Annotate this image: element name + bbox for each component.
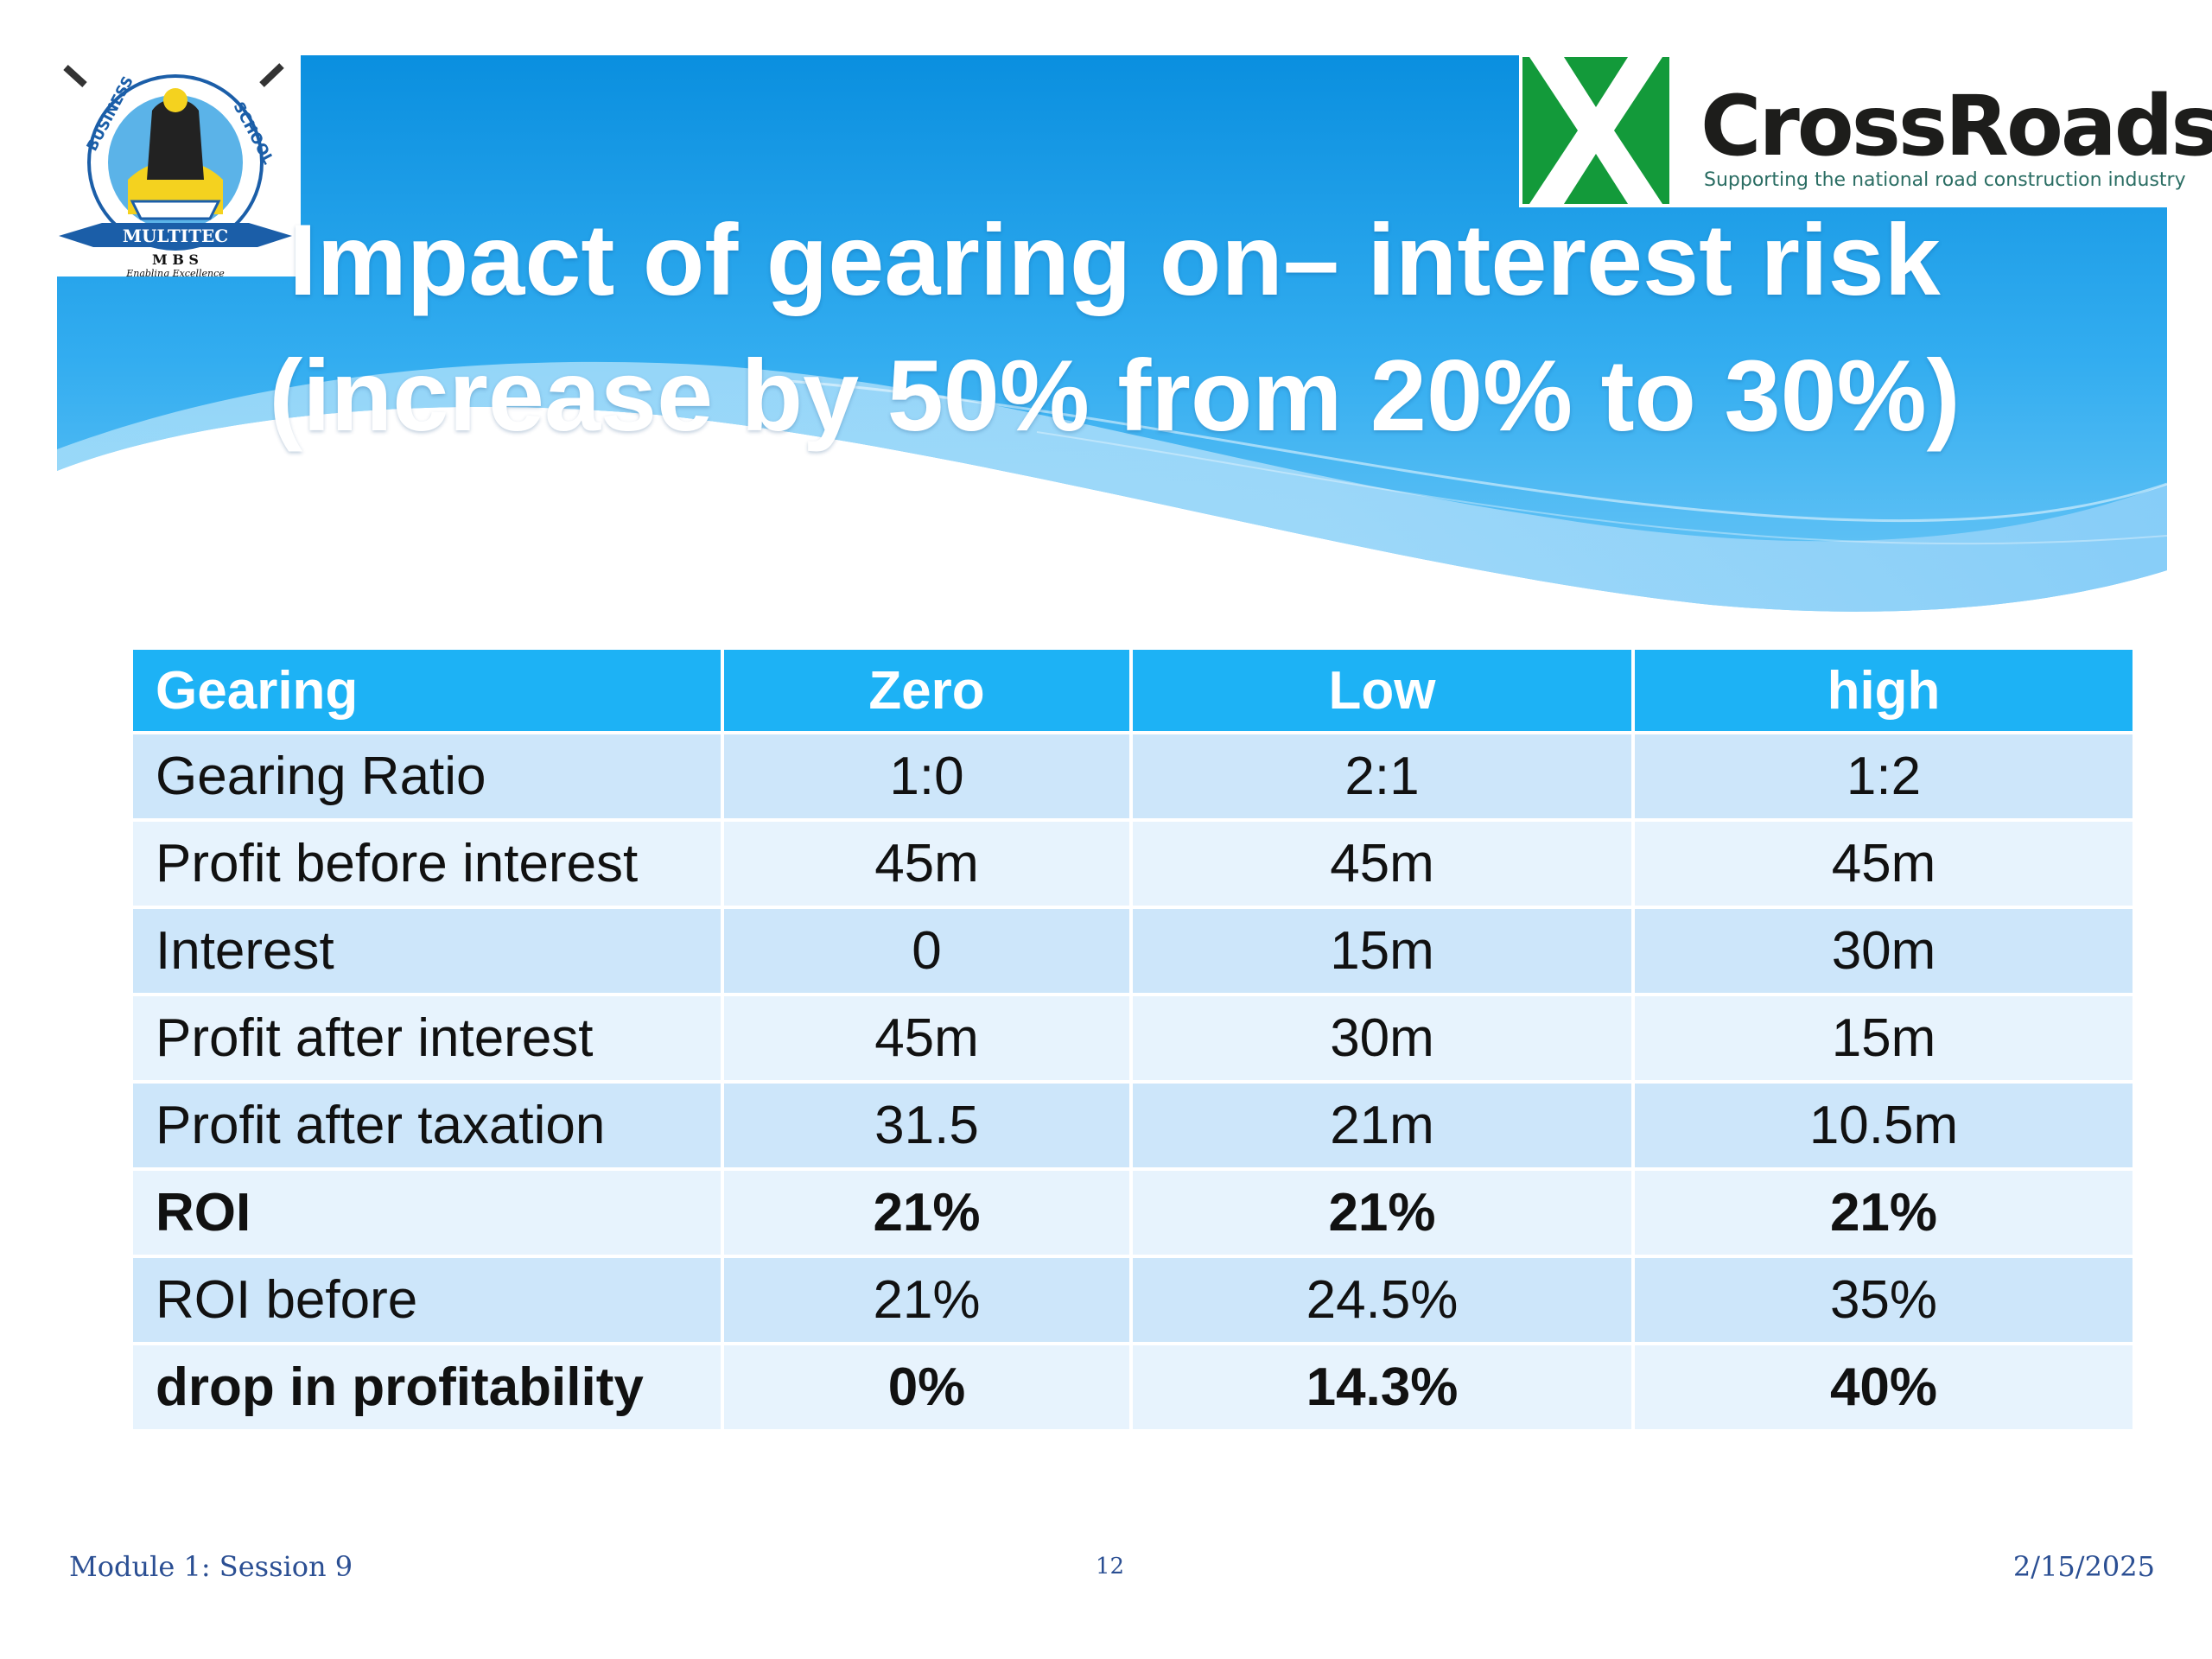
cell-high: 35% bbox=[1635, 1258, 2133, 1342]
table-row: Gearing Ratio 1:0 2:1 1:2 bbox=[133, 734, 2133, 818]
crossroads-tagline: Supporting the national road constructio… bbox=[1704, 169, 2186, 191]
table-row: Interest 0 15m 30m bbox=[133, 909, 2133, 993]
cell-high: 1:2 bbox=[1635, 734, 2133, 818]
row-label: ROI before bbox=[133, 1258, 721, 1342]
row-label: Profit after taxation bbox=[133, 1084, 721, 1167]
header-low: Low bbox=[1133, 650, 1631, 731]
cell-high: 40% bbox=[1635, 1345, 2133, 1429]
row-label: Profit before interest bbox=[133, 822, 721, 906]
crossroads-x-icon bbox=[1522, 57, 1669, 204]
row-label: drop in profitability bbox=[133, 1345, 721, 1429]
crossroads-name: CrossRoads bbox=[1700, 78, 2212, 175]
multitec-business-school-logo: MULTITEC M B S Enabling Excellence BUSIN… bbox=[50, 50, 301, 279]
slide-title: Impact of gearing on– interest risk (inc… bbox=[112, 192, 2117, 463]
table-header-row: Gearing Zero Low high bbox=[133, 650, 2133, 731]
header-zero: Zero bbox=[724, 650, 1129, 731]
row-label: Interest bbox=[133, 909, 721, 993]
row-label: Gearing Ratio bbox=[133, 734, 721, 818]
svg-text:MULTITEC: MULTITEC bbox=[123, 226, 228, 246]
cell-zero: 21% bbox=[724, 1171, 1129, 1255]
header-gearing: Gearing bbox=[133, 650, 721, 731]
cell-low: 45m bbox=[1133, 822, 1631, 906]
header-high: high bbox=[1635, 650, 2133, 731]
table-row: Profit after taxation 31.5 21m 10.5m bbox=[133, 1084, 2133, 1167]
cell-low: 2:1 bbox=[1133, 734, 1631, 818]
table-row: drop in profitability 0% 14.3% 40% bbox=[133, 1345, 2133, 1429]
cell-high: 15m bbox=[1635, 996, 2133, 1080]
footer-session: Module 1: Session 9 bbox=[69, 1550, 353, 1583]
cell-high: 45m bbox=[1635, 822, 2133, 906]
cell-low: 14.3% bbox=[1133, 1345, 1631, 1429]
table-row: ROI before 21% 24.5% 35% bbox=[133, 1258, 2133, 1342]
mbs-crest-icon: MULTITEC M B S Enabling Excellence BUSIN… bbox=[59, 63, 292, 279]
cell-high: 21% bbox=[1635, 1171, 2133, 1255]
svg-text:M B S: M B S bbox=[152, 251, 199, 268]
gearing-table: Gearing Zero Low high Gearing Ratio 1:0 … bbox=[130, 646, 2136, 1433]
svg-text:Enabling Excellence: Enabling Excellence bbox=[125, 268, 225, 276]
cell-low: 24.5% bbox=[1133, 1258, 1631, 1342]
table-row: Profit before interest 45m 45m 45m bbox=[133, 822, 2133, 906]
table-row: ROI 21% 21% 21% bbox=[133, 1171, 2133, 1255]
footer-page-number: 12 bbox=[1096, 1554, 1125, 1580]
row-label: ROI bbox=[133, 1171, 721, 1255]
cell-zero: 0% bbox=[724, 1345, 1129, 1429]
cell-low: 15m bbox=[1133, 909, 1631, 993]
cell-zero: 45m bbox=[724, 996, 1129, 1080]
cell-low: 21m bbox=[1133, 1084, 1631, 1167]
footer-date: 2/15/2025 bbox=[2012, 1550, 2155, 1583]
crossroads-logo: CrossRoads Supporting the national road … bbox=[1519, 54, 2212, 207]
title-line-1: Impact of gearing on– interest risk bbox=[289, 203, 1941, 316]
cell-low: 21% bbox=[1133, 1171, 1631, 1255]
cell-zero: 21% bbox=[724, 1258, 1129, 1342]
table-row: Profit after interest 45m 30m 15m bbox=[133, 996, 2133, 1080]
cell-zero: 31.5 bbox=[724, 1084, 1129, 1167]
row-label: Profit after interest bbox=[133, 996, 721, 1080]
cell-zero: 45m bbox=[724, 822, 1129, 906]
cell-zero: 0 bbox=[724, 909, 1129, 993]
cell-high: 30m bbox=[1635, 909, 2133, 993]
cell-high: 10.5m bbox=[1635, 1084, 2133, 1167]
title-line-2: (increase by 50% from 20% to 30%) bbox=[269, 339, 1961, 452]
cell-low: 30m bbox=[1133, 996, 1631, 1080]
cell-zero: 1:0 bbox=[724, 734, 1129, 818]
